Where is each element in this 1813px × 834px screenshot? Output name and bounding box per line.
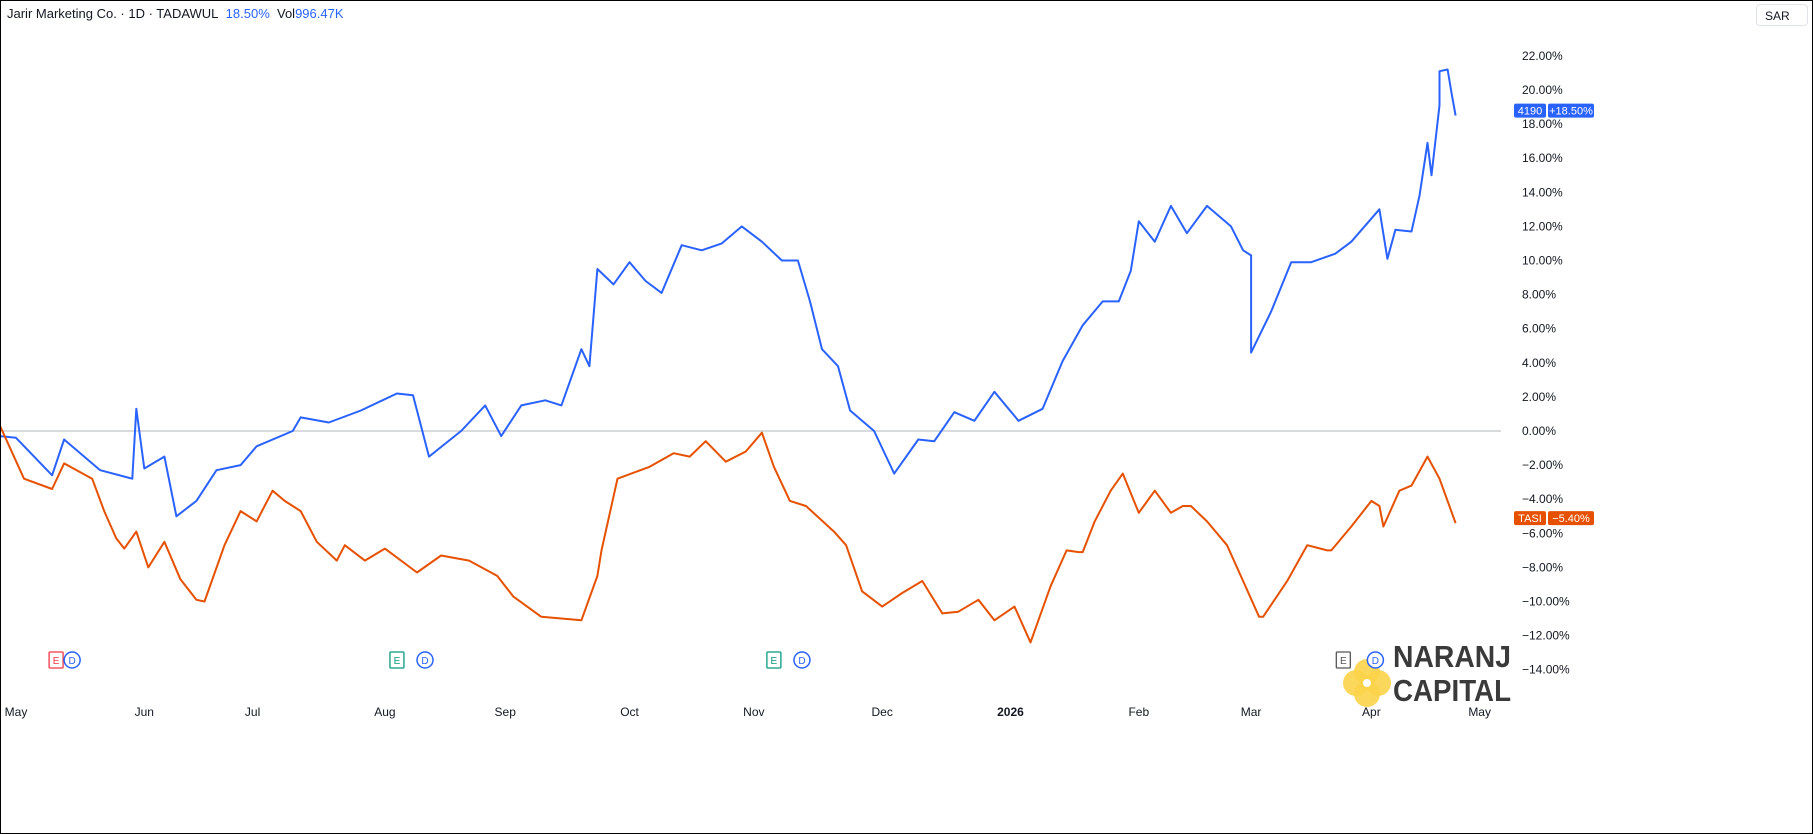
- earnings-icon: [766, 651, 782, 669]
- series-value-label: −5.40%: [1552, 513, 1590, 525]
- x-tick-label: Oct: [620, 705, 639, 719]
- earnings-marker[interactable]: E: [389, 651, 405, 669]
- dividend-icon: [793, 651, 811, 669]
- series-line: [1, 425, 1457, 644]
- event-letter: E: [1340, 656, 1347, 667]
- y-tick-label: 4.00%: [1522, 356, 1556, 370]
- logo-text-line1: NARANJ: [1393, 639, 1511, 674]
- series-4190: 4190 +18.50%: [1, 68, 1594, 518]
- y-tick-label: −14.00%: [1522, 663, 1570, 677]
- y-tick-label: 22.00%: [1522, 49, 1563, 63]
- event-letter: E: [53, 656, 60, 667]
- y-tick-label: −12.00%: [1522, 629, 1570, 643]
- x-tick-label: Apr: [1362, 705, 1381, 719]
- volume-value: 996.47K: [295, 6, 344, 21]
- x-tick-label: Jul: [245, 705, 260, 719]
- event-letter: D: [1372, 656, 1379, 667]
- earnings-icon: [48, 651, 64, 669]
- symbol-title[interactable]: Jarir Marketing Co. · 1D · TADAWUL: [7, 6, 219, 21]
- event-letter: D: [421, 656, 428, 667]
- y-tick-label: −2.00%: [1522, 458, 1563, 472]
- y-tick-label: 2.00%: [1522, 390, 1556, 404]
- dividend-marker[interactable]: D: [793, 651, 811, 669]
- x-tick-label: Mar: [1241, 705, 1262, 719]
- x-tick-label: Aug: [374, 705, 395, 719]
- y-tick-label: 0.00%: [1522, 424, 1556, 438]
- series-tasi: TASI −5.40%: [1, 425, 1594, 644]
- y-tick-label: 6.00%: [1522, 322, 1556, 336]
- logo-center: [1363, 679, 1371, 687]
- dividend-icon: [63, 651, 81, 669]
- chart-legend: Jarir Marketing Co. · 1D · TADAWUL 18.50…: [7, 6, 344, 21]
- series-name-label: 4190: [1518, 106, 1542, 118]
- event-letter: E: [394, 656, 401, 667]
- x-tick-label: Jun: [135, 705, 154, 719]
- change-percent: 18.50%: [225, 6, 270, 21]
- x-tick-label: Nov: [743, 705, 764, 719]
- y-tick-label: 18.00%: [1522, 117, 1563, 131]
- y-tick-label: 14.00%: [1522, 185, 1563, 199]
- y-tick-label: 16.00%: [1522, 151, 1563, 165]
- y-tick-label: −4.00%: [1522, 492, 1563, 506]
- dividend-icon: [1366, 651, 1385, 669]
- event-letter: E: [771, 656, 778, 667]
- earnings-icon: [1335, 651, 1351, 669]
- event-letter: D: [798, 656, 805, 667]
- earnings-marker[interactable]: E: [766, 651, 782, 669]
- dividend-icon: [416, 651, 434, 669]
- x-tick-label: Dec: [871, 705, 892, 719]
- x-tick-label: May: [1468, 705, 1491, 719]
- series-line: [1, 68, 1457, 518]
- volume-label: Vol: [276, 6, 296, 21]
- earnings-marker[interactable]: E: [1335, 651, 1351, 669]
- event-letter: D: [69, 656, 76, 667]
- y-tick-label: −8.00%: [1522, 560, 1563, 574]
- x-tick-label: Sep: [495, 705, 517, 719]
- dividend-marker[interactable]: D: [63, 651, 81, 669]
- x-tick-label: May: [5, 705, 28, 719]
- y-tick-label: 10.00%: [1522, 254, 1563, 268]
- y-tick-label: −10.00%: [1522, 595, 1570, 609]
- y-tick-label: 8.00%: [1522, 288, 1556, 302]
- earnings-marker[interactable]: E: [48, 651, 64, 669]
- dividend-marker[interactable]: D: [416, 651, 434, 669]
- series-name-badge: [1514, 511, 1546, 526]
- series-value-badge: [1548, 103, 1594, 118]
- x-tick-label: 2026: [997, 705, 1024, 719]
- y-tick-label: 12.00%: [1522, 219, 1563, 233]
- series-value-label: +18.50%: [1549, 106, 1593, 118]
- series-name-label: TASI: [1518, 513, 1542, 525]
- earnings-icon: [389, 651, 405, 669]
- currency-button[interactable]: SAR: [1756, 4, 1808, 26]
- logo-text-line2: CAPITAL: [1393, 673, 1511, 708]
- x-tick-label: Feb: [1128, 705, 1149, 719]
- logo-petal: [1343, 670, 1369, 696]
- dividend-marker[interactable]: D: [1366, 651, 1385, 669]
- y-tick-label: −6.00%: [1522, 526, 1563, 540]
- y-tick-label: 20.00%: [1522, 83, 1563, 97]
- series-name-badge: [1514, 103, 1546, 118]
- series-value-badge: [1548, 511, 1594, 526]
